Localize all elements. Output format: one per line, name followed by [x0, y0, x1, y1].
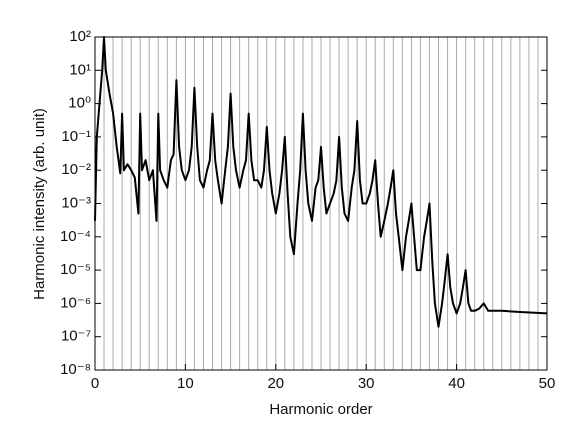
- y-tick-label: 10⁻⁴: [60, 228, 91, 245]
- x-tick-label: 10: [177, 375, 194, 392]
- y-tick-label: 10²: [69, 28, 91, 45]
- x-tick-label: 0: [91, 375, 99, 392]
- x-tick-label: 20: [267, 375, 284, 392]
- y-tick-label: 10⁻⁵: [60, 261, 91, 278]
- x-tick-label: 40: [448, 375, 465, 392]
- x-tick-label: 30: [358, 375, 375, 392]
- y-axis-label: Harmonic intensity (arb. unit): [31, 108, 48, 300]
- y-tick-label: 10⁻³: [61, 194, 91, 211]
- y-tick-label: 10⁻⁶: [60, 294, 91, 311]
- y-tick-label: 10⁻⁸: [60, 361, 91, 378]
- plot-frame: [94, 36, 548, 371]
- y-tick-label: 10¹: [69, 61, 91, 78]
- y-tick-label: 10⁰: [68, 95, 91, 112]
- x-axis-label: Harmonic order: [269, 401, 372, 418]
- x-tick-label: 50: [539, 375, 556, 392]
- data-line: [94, 36, 548, 328]
- y-tick-label: 10⁻⁷: [61, 328, 91, 345]
- y-tick-label: 10⁻¹: [61, 128, 91, 145]
- y-tick-label: 10⁻²: [61, 161, 91, 178]
